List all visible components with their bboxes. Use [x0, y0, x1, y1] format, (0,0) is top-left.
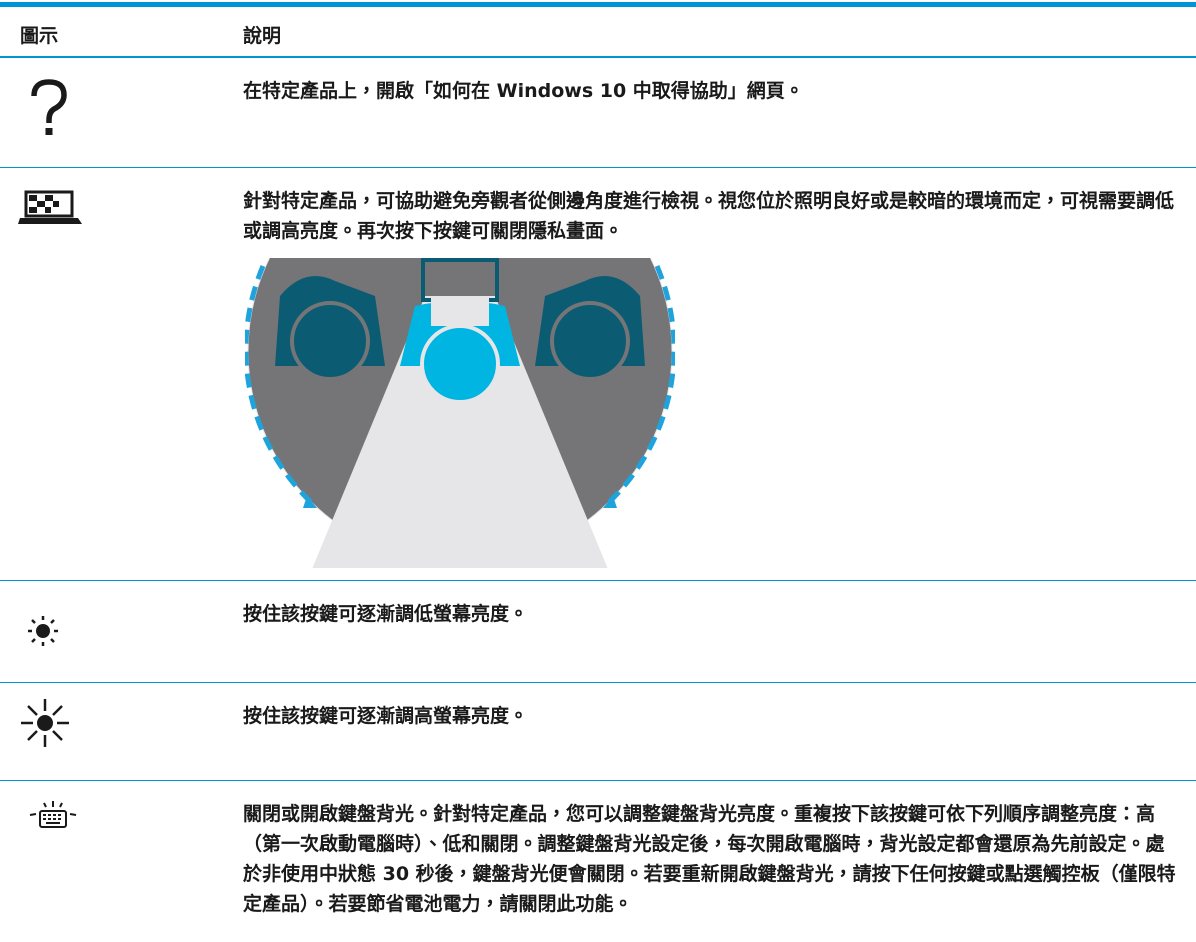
table-row: 在特定產品上，開啟「如何在 Windows 10 中取得協助」網頁。 — [0, 58, 1196, 168]
brightness-up-icon — [21, 699, 69, 747]
table-row: 關閉或開啟鍵盤背光。針對特定產品，您可以調整鍵盤背光亮度。重複按下該按鍵可依下列… — [0, 781, 1196, 942]
privacy-illustration — [245, 258, 675, 568]
description: 在特定產品上，開啟「如何在 Windows 10 中取得協助」網頁。 — [243, 80, 804, 102]
brightness-down-icon — [28, 616, 58, 646]
description: 按住該按鍵可逐漸調高螢幕亮度。 — [243, 705, 529, 727]
privacy-screen-icon — [18, 190, 82, 224]
description: 關閉或開啟鍵盤背光。針對特定產品，您可以調整鍵盤背光亮度。重複按下該按鍵可依下列… — [243, 803, 1176, 915]
help-icon — [31, 79, 67, 135]
table-row: 按住該按鍵可逐漸調低螢幕亮度。 — [0, 581, 1196, 683]
keyboard-backlight-icon — [29, 801, 77, 828]
table-row: 針對特定產品，可協助避免旁觀者從側邊角度進行檢視。視您位於照明良好或是較暗的環境… — [0, 168, 1196, 581]
table-row: 按住該按鍵可逐漸調高螢幕亮度。 — [0, 683, 1196, 781]
top-rule — [0, 2, 1196, 7]
header-description: 說明 — [243, 25, 282, 47]
header-icon: 圖示 — [20, 25, 59, 47]
description: 按住該按鍵可逐漸調低螢幕亮度。 — [243, 603, 529, 625]
table-header: 圖示 說明 — [0, 7, 1196, 58]
description: 針對特定產品，可協助避免旁觀者從側邊角度進行檢視。視您位於照明良好或是較暗的環境… — [243, 190, 1175, 242]
